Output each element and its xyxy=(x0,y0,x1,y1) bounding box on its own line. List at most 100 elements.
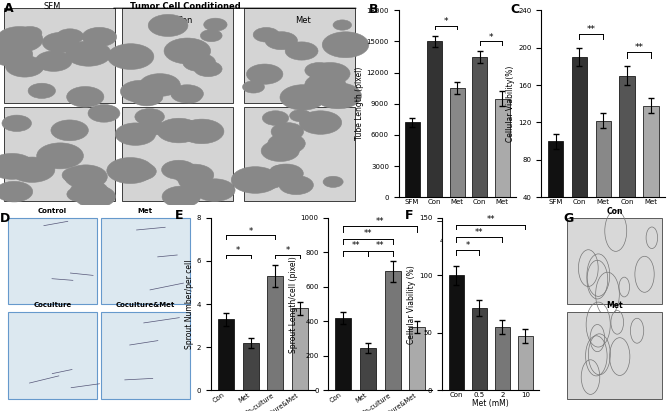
Circle shape xyxy=(171,85,204,103)
Text: E: E xyxy=(175,209,183,222)
Text: Met: Met xyxy=(138,208,153,214)
Text: MDA-
MB-453: MDA- MB-453 xyxy=(478,238,505,252)
Circle shape xyxy=(285,42,318,60)
X-axis label: Met (mM): Met (mM) xyxy=(472,399,509,408)
Circle shape xyxy=(107,157,153,184)
Bar xyxy=(472,57,487,197)
Circle shape xyxy=(124,162,156,180)
Circle shape xyxy=(0,27,43,53)
Text: B: B xyxy=(369,3,379,16)
Circle shape xyxy=(70,48,96,62)
Text: *: * xyxy=(249,227,253,236)
Text: *: * xyxy=(285,247,290,255)
Bar xyxy=(4,107,115,201)
Circle shape xyxy=(183,53,216,72)
Circle shape xyxy=(268,133,306,154)
Circle shape xyxy=(67,187,94,202)
Circle shape xyxy=(70,180,109,201)
Bar xyxy=(448,275,464,390)
Circle shape xyxy=(148,14,188,37)
Text: Tumor Cell Conditioned: Tumor Cell Conditioned xyxy=(129,2,241,11)
Circle shape xyxy=(139,74,180,97)
Bar xyxy=(122,8,233,103)
Text: Coculture&Met: Coculture&Met xyxy=(116,302,175,308)
Circle shape xyxy=(18,26,42,39)
Y-axis label: Cellular Viability (%): Cellular Viability (%) xyxy=(407,265,416,344)
Bar xyxy=(267,276,283,390)
Circle shape xyxy=(137,120,165,136)
Text: Con: Con xyxy=(177,16,193,25)
Circle shape xyxy=(280,85,326,110)
Circle shape xyxy=(262,177,281,188)
Circle shape xyxy=(62,167,91,183)
Circle shape xyxy=(115,123,155,145)
Circle shape xyxy=(56,29,84,44)
Circle shape xyxy=(263,111,289,125)
Circle shape xyxy=(204,18,227,31)
Text: SFM: SFM xyxy=(43,2,60,11)
Circle shape xyxy=(82,28,117,46)
Circle shape xyxy=(37,143,84,169)
Bar xyxy=(360,348,376,390)
Bar xyxy=(567,217,662,304)
Bar xyxy=(385,271,401,390)
Text: F: F xyxy=(405,209,414,222)
Text: MDA-
MB-453: MDA- MB-453 xyxy=(626,238,653,252)
Circle shape xyxy=(0,43,33,66)
Circle shape xyxy=(121,81,160,102)
Circle shape xyxy=(107,44,154,69)
Circle shape xyxy=(2,115,31,132)
Circle shape xyxy=(157,118,201,143)
Text: *: * xyxy=(466,241,470,250)
Bar xyxy=(244,107,355,201)
Circle shape xyxy=(299,111,342,134)
Circle shape xyxy=(247,64,283,84)
Bar xyxy=(100,312,190,399)
Bar xyxy=(100,217,190,304)
Y-axis label: Sprout Number/per cell: Sprout Number/per cell xyxy=(185,259,194,349)
Circle shape xyxy=(51,120,88,141)
Bar xyxy=(643,106,659,235)
Circle shape xyxy=(194,61,222,77)
Circle shape xyxy=(88,104,120,122)
Text: **: ** xyxy=(351,241,360,250)
Bar xyxy=(567,312,662,399)
Circle shape xyxy=(64,165,107,189)
Text: **: ** xyxy=(587,25,596,34)
Circle shape xyxy=(0,181,33,202)
Circle shape xyxy=(180,119,224,144)
Bar xyxy=(495,99,510,197)
Circle shape xyxy=(0,153,36,179)
Bar xyxy=(620,76,635,235)
Circle shape xyxy=(179,174,206,189)
Bar xyxy=(244,8,355,103)
Text: Coculture: Coculture xyxy=(34,302,72,308)
Bar xyxy=(596,120,611,235)
Circle shape xyxy=(135,109,164,125)
Text: Met: Met xyxy=(606,301,622,310)
Circle shape xyxy=(75,185,115,208)
Text: 4T1: 4T1 xyxy=(585,238,598,245)
Circle shape xyxy=(322,32,369,58)
Circle shape xyxy=(231,166,279,193)
Circle shape xyxy=(200,30,222,42)
Bar xyxy=(472,307,486,390)
Bar xyxy=(218,319,234,390)
Circle shape xyxy=(323,176,343,187)
Text: **: ** xyxy=(376,241,385,250)
Y-axis label: Sprout Length/cell (pixel): Sprout Length/cell (pixel) xyxy=(289,256,297,353)
Text: C: C xyxy=(511,3,519,16)
Text: **: ** xyxy=(376,217,385,226)
Bar xyxy=(409,327,425,390)
Bar xyxy=(335,318,351,390)
Circle shape xyxy=(161,160,196,179)
Y-axis label: Cellular Viability(%): Cellular Viability(%) xyxy=(507,66,515,142)
Text: *: * xyxy=(444,17,448,26)
Text: **: ** xyxy=(364,229,372,238)
Text: 4T1: 4T1 xyxy=(440,238,452,245)
Circle shape xyxy=(162,186,200,208)
Bar xyxy=(8,217,97,304)
Circle shape xyxy=(66,86,104,107)
Circle shape xyxy=(5,56,44,77)
Text: A: A xyxy=(4,2,13,15)
